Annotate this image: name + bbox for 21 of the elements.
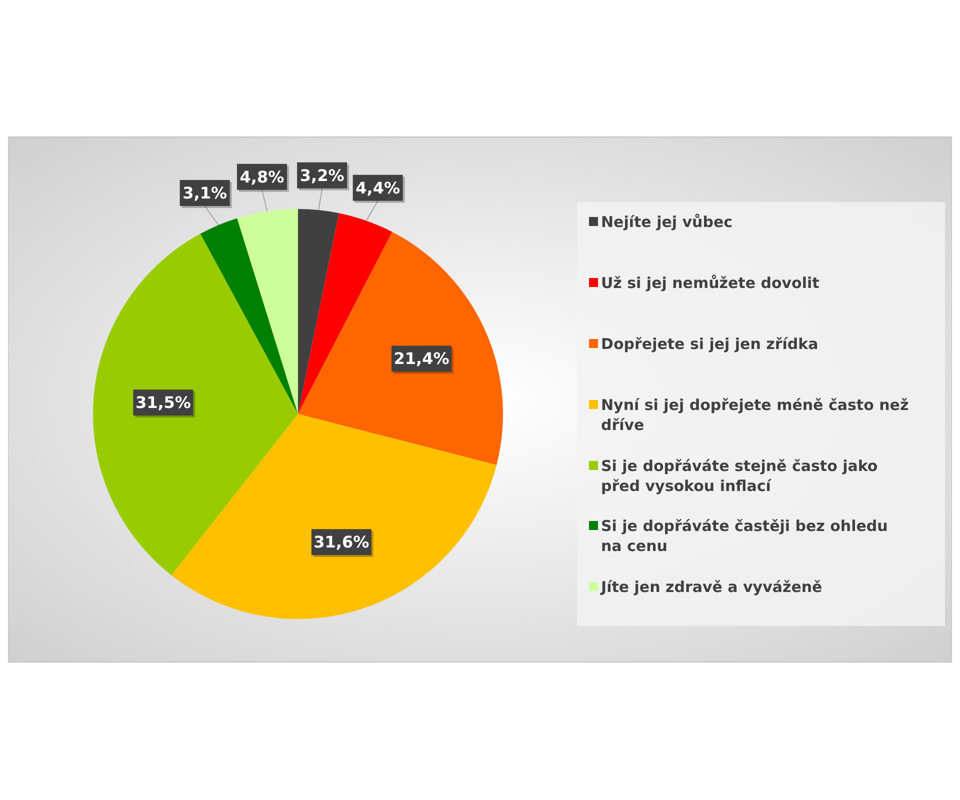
pie-slice: [298, 209, 339, 414]
pie-slice: [298, 232, 503, 465]
legend-label: Si je dopřáváte stejně často jako před vysokou inflací: [601, 457, 878, 495]
data-label: 4,4%: [356, 178, 400, 198]
legend-label: Nejíte jej vůbec: [601, 213, 733, 231]
data-label: 3,2%: [300, 166, 344, 185]
data-label: 21,4%: [394, 349, 450, 368]
data-label: 31,5%: [135, 393, 191, 412]
legend-label: Už si jej nemůžete dovolit: [601, 274, 820, 292]
legend-label: Jíte jen zdravě a vyváženě: [600, 578, 822, 596]
pie-slice: [200, 218, 298, 414]
data-label: 3,1%: [182, 183, 228, 202]
legend-label: Nyní si jej dopřejete méně často než dříve: [601, 396, 909, 434]
legend-label: Si je dopřáváte častěji bez ohledu na cenu: [601, 517, 888, 555]
pie-slice: [171, 414, 497, 619]
pie-slice: [298, 213, 392, 414]
data-label: 4,8%: [240, 167, 284, 186]
pie-slice: [93, 234, 298, 576]
data-label: 31,6%: [314, 532, 370, 552]
pie-slice: [237, 209, 298, 414]
legend-label: Dopřejete si jej jen zřídka: [601, 335, 818, 353]
